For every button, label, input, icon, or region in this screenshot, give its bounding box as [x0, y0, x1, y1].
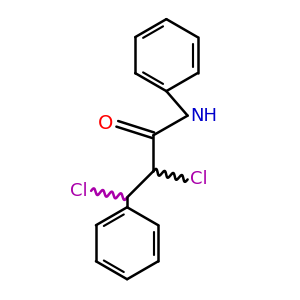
Text: O: O	[98, 114, 113, 133]
Text: Cl: Cl	[190, 170, 208, 188]
Text: NH: NH	[190, 106, 217, 124]
Text: Cl: Cl	[70, 182, 88, 200]
